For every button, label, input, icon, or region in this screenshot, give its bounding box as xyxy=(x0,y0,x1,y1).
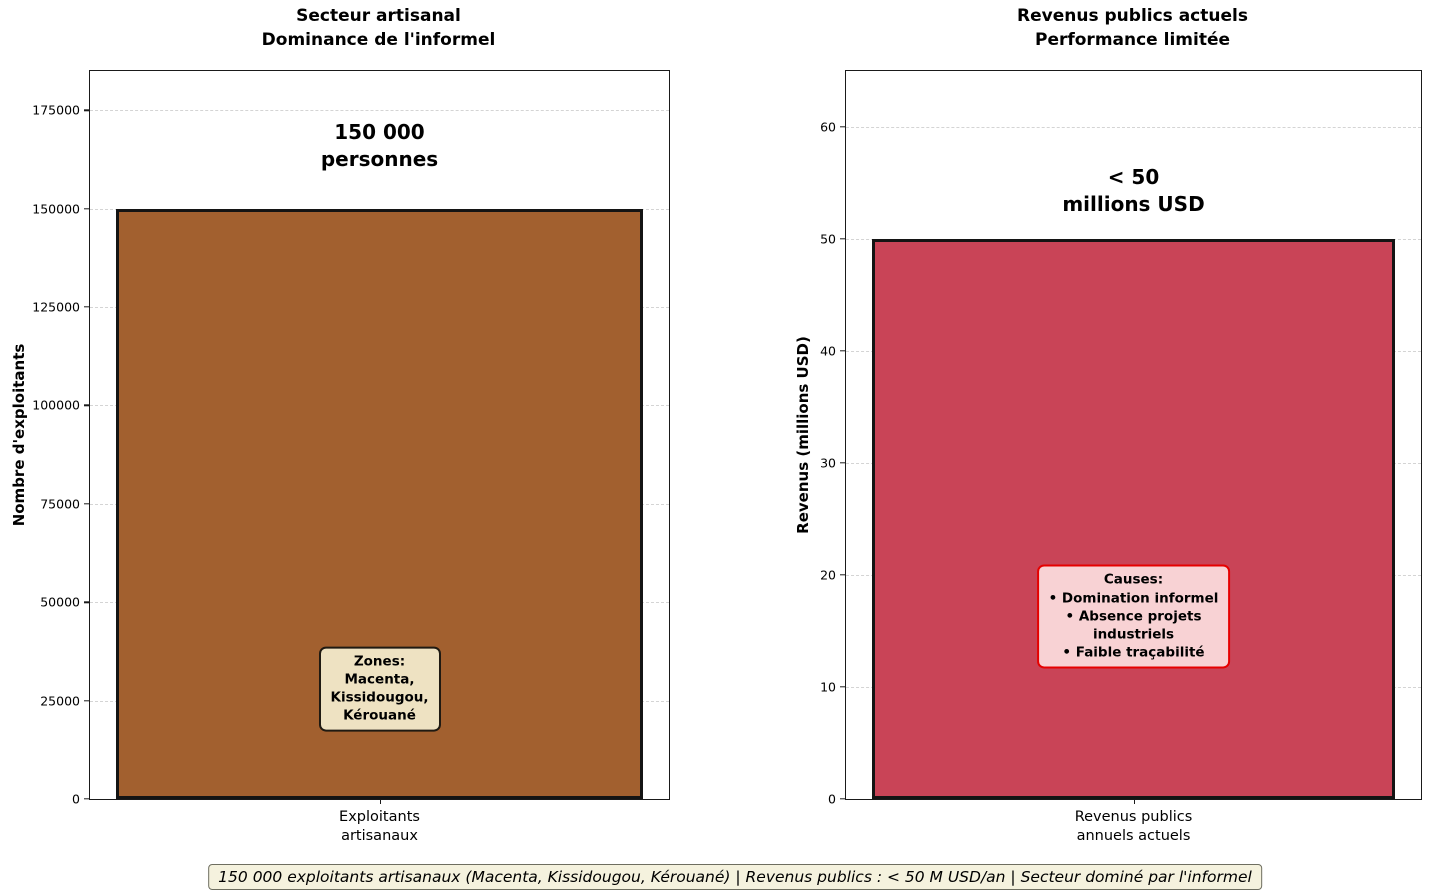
y-tick-mark xyxy=(840,350,846,352)
y-tick-mark xyxy=(84,404,90,407)
y-axis-label: Revenus (millions USD) xyxy=(794,336,812,534)
y-tick-label: 50 xyxy=(820,231,836,247)
y-tick-label: 0 xyxy=(828,791,836,807)
y-tick-mark xyxy=(840,574,846,576)
y-tick-mark xyxy=(84,798,90,800)
x-tick-label: Exploitants artisanaux xyxy=(339,809,420,844)
y-tick-label: 25000 xyxy=(40,693,80,709)
zones-note-box: Zones: Macenta, Kissidougou, Kérouané xyxy=(318,646,441,732)
y-tick-label: 75000 xyxy=(40,496,80,512)
revenus-plot-area: 0 10 20 30 40 50 60 Revenus (millions USD) < 50 … xyxy=(794,70,1422,844)
y-tick-label: 40 xyxy=(820,343,836,359)
y-tick-label: 50000 xyxy=(40,594,80,610)
y-tick-mark xyxy=(84,601,90,603)
y-tick-label: 30 xyxy=(820,455,836,471)
y-tick-label: 125000 xyxy=(32,299,80,315)
y-tick-mark xyxy=(840,238,846,240)
y-tick-label: 100000 xyxy=(32,397,80,413)
y-gridline xyxy=(90,110,669,112)
y-tick-label: 20 xyxy=(820,567,836,583)
y-tick-mark xyxy=(84,208,90,210)
causes-note-box: Causes: • Domination informel • Absence … xyxy=(1036,564,1231,668)
y-gridline xyxy=(846,127,1421,128)
y-tick-label: 0 xyxy=(72,791,80,807)
artisanal-plot-area: 0 25000 50000 75000 100000 125000 150000 175000… xyxy=(10,70,670,844)
x-tick-mark xyxy=(379,799,381,804)
revenus-chart-title: Revenus publics actuels Performance limi… xyxy=(1017,6,1248,50)
y-tick-mark xyxy=(840,126,846,128)
y-tick-label: 10 xyxy=(820,679,836,695)
y-tick-mark xyxy=(840,686,846,688)
bar-value-annotation: < 50 millions USD xyxy=(1062,164,1205,216)
y-tick-mark xyxy=(84,306,90,308)
x-tick-mark xyxy=(1133,799,1135,804)
figure-caption: 150 000 exploitants artisanaux (Macenta,… xyxy=(208,864,1262,890)
y-tick-mark xyxy=(84,109,90,112)
bar-value-annotation: 150 000 personnes xyxy=(320,119,439,171)
x-tick-label: Revenus publics annuels actuels xyxy=(1074,809,1193,844)
y-tick-mark xyxy=(84,503,90,505)
y-tick-label: 150000 xyxy=(32,201,80,217)
y-axis-label: Nombre d'exploitants xyxy=(10,343,28,527)
y-tick-label: 175000 xyxy=(32,102,80,118)
revenus-bar xyxy=(871,239,1396,799)
y-tick-mark xyxy=(84,699,90,702)
y-tick-mark xyxy=(840,462,846,464)
y-tick-label: 60 xyxy=(820,119,836,135)
y-tick-mark xyxy=(840,798,846,800)
artisanal-chart-title: Secteur artisanal Dominance de l'informe… xyxy=(261,6,496,50)
